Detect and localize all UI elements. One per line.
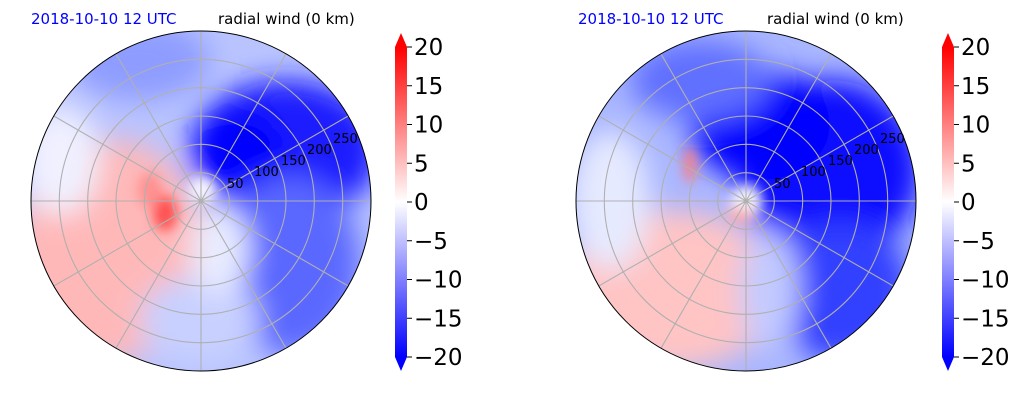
panel-2-colorbar-tick-label: −15 (961, 306, 1010, 332)
panel-2-rlabel-150: 150 (828, 154, 853, 169)
polar-panel-1: 2018-10-10 12 UTC radial wind (0 km) (30, 10, 463, 372)
panel-1-rlabel-150: 150 (281, 154, 306, 169)
panel-2-rlabel-50: 50 (774, 177, 791, 192)
panel-1-colorbar-bottom-extend (395, 357, 407, 371)
panel-1-wind-field (31, 31, 371, 371)
panel-1-colorbar-tick-label: 15 (414, 74, 443, 100)
panel-1-colorbar-tick-label: −15 (414, 306, 463, 332)
panel-1-colorbar-tick-label: −20 (414, 345, 463, 371)
panel-1-variable-title: radial wind (0 km) (218, 10, 355, 28)
panel-2-outline (575, 30, 917, 372)
panel-2-colorbar-tick-label: 20 (961, 35, 990, 61)
panel-1-rlabel-50: 50 (227, 177, 244, 192)
panel-1-rlabel-250: 250 (333, 132, 358, 147)
panel-1-colorbar-tick-label: −10 (414, 268, 463, 294)
panel-2-rlabel-200: 200 (854, 143, 879, 158)
panel-2-rlabel-250: 250 (880, 132, 905, 147)
panel-2-colorbar-tick-label: 5 (961, 151, 976, 177)
panel-2-grid (576, 31, 916, 371)
panel-2-radial-labels: 50 100 150 200 250 (774, 132, 905, 192)
panel-1-rlabel-100: 100 (254, 165, 279, 180)
panel-1-colorbar-tick-label: 20 (414, 35, 443, 61)
panel-1-grid (31, 31, 371, 371)
panel-1-radial-labels: 50 100 150 200 250 (227, 132, 358, 192)
panel-2-colorbar-tick-label: 15 (961, 74, 990, 100)
panel-1-colorbar-tick-label: 5 (414, 151, 429, 177)
panel-2-rlabel-100: 100 (801, 165, 826, 180)
panel-2-colorbar-tick-label: −10 (961, 268, 1010, 294)
panel-2-colorbar-tick-label: 0 (961, 190, 976, 216)
panel-1-colorbar: 20 15 10 5 0 −5 −10 −15 −20 (395, 33, 463, 371)
panel-1-date-title: 2018-10-10 12 UTC (31, 10, 177, 28)
panel-2-date-title: 2018-10-10 12 UTC (578, 10, 724, 28)
panel-2-colorbar-top-extend (942, 33, 954, 47)
panel-1-colorbar-top-extend (395, 33, 407, 47)
panel-2-colorbar-tick-label: −20 (961, 345, 1010, 371)
panel-2-colorbar-bar (942, 47, 954, 357)
panel-1-outline (30, 30, 372, 372)
panel-2-variable-title: radial wind (0 km) (767, 10, 904, 28)
panel-1-colorbar-tick-label: 10 (414, 113, 443, 139)
panel-2-colorbar-tick-label: 10 (961, 113, 990, 139)
panel-1-colorbar-tick-label: 0 (414, 190, 429, 216)
panel-2-colorbar-tick-label: −5 (961, 229, 995, 255)
panel-1-colorbar-tick-label: −5 (414, 229, 448, 255)
panel-1-rlabel-200: 200 (307, 143, 332, 158)
panel-1-colorbar-bar (395, 47, 407, 357)
panel-2-colorbar: 20 15 10 5 0 −5 −10 −15 −20 (942, 33, 1010, 371)
panel-2-colorbar-bottom-extend (942, 357, 954, 371)
polar-panel-2: 2018-10-10 12 UTC radial wind (0 km) (575, 10, 1010, 372)
